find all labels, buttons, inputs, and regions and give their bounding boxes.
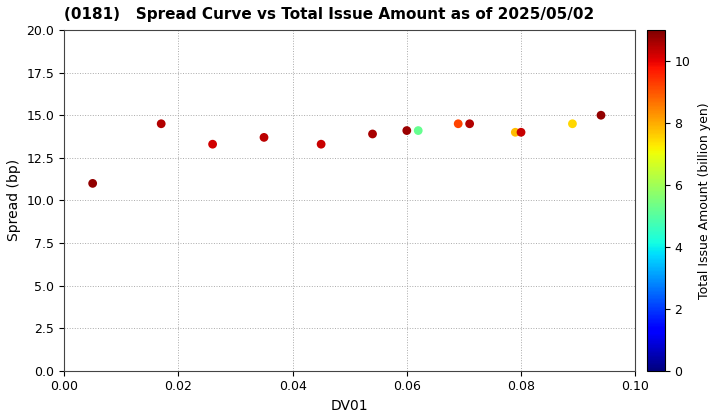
Point bbox=[595, 112, 607, 118]
Point bbox=[207, 141, 218, 147]
X-axis label: DV01: DV01 bbox=[331, 399, 369, 413]
Y-axis label: Spread (bp): Spread (bp) bbox=[7, 159, 21, 242]
Point bbox=[510, 129, 521, 136]
Point bbox=[87, 180, 99, 187]
Point bbox=[401, 127, 413, 134]
Point bbox=[516, 129, 527, 136]
Point bbox=[315, 141, 327, 147]
Point bbox=[464, 121, 475, 127]
Point bbox=[258, 134, 270, 141]
Point bbox=[452, 121, 464, 127]
Point bbox=[413, 127, 424, 134]
Text: (0181)   Spread Curve vs Total Issue Amount as of 2025/05/02: (0181) Spread Curve vs Total Issue Amoun… bbox=[64, 7, 594, 22]
Point bbox=[366, 131, 378, 137]
Point bbox=[156, 121, 167, 127]
Point bbox=[567, 121, 578, 127]
Y-axis label: Total Issue Amount (billion yen): Total Issue Amount (billion yen) bbox=[698, 102, 711, 299]
